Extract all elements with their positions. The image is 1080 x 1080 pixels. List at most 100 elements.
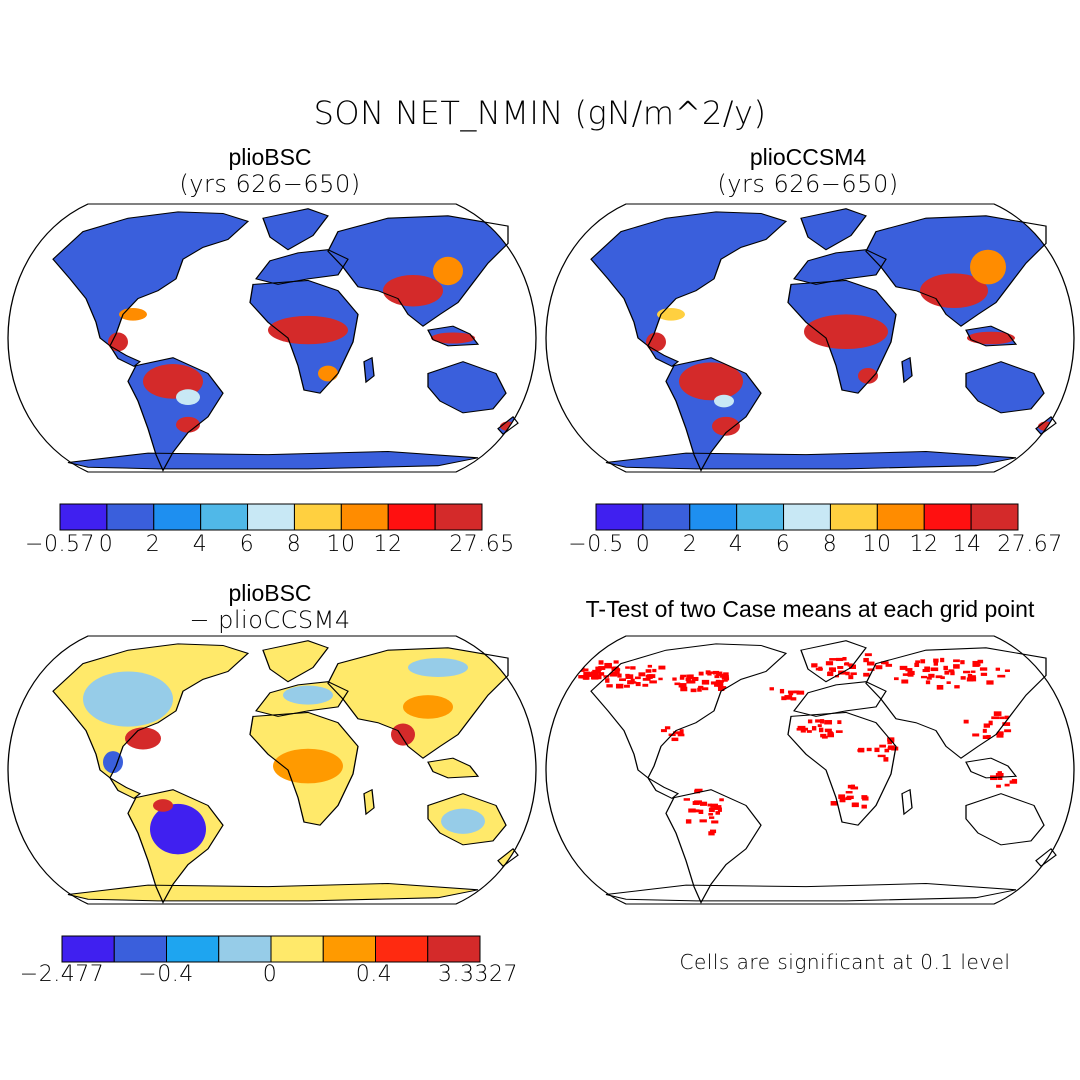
cb-a-swatch-5	[293, 503, 342, 531]
cb-a-swatch-3	[200, 503, 249, 531]
significant-cell	[821, 735, 828, 739]
significant-cell	[944, 670, 950, 675]
significant-cell	[946, 681, 951, 684]
diff-africa-orange	[273, 748, 343, 784]
significant-cell	[649, 680, 657, 684]
significant-cell	[642, 683, 649, 687]
significant-cell	[715, 811, 721, 815]
cb-a-label-0: −0.57	[25, 532, 95, 557]
significant-cell	[874, 747, 880, 753]
significant-cell	[835, 730, 843, 733]
cb-c-swatch-0	[61, 935, 115, 963]
diff-sa-blue	[150, 803, 206, 855]
significant-cell	[837, 720, 842, 725]
significant-cell	[698, 685, 704, 689]
cb-b-swatch-6	[876, 503, 925, 531]
panel-d-map	[545, 635, 1075, 905]
significant-cell	[705, 670, 711, 675]
significant-cell	[769, 687, 774, 691]
significant-cell	[846, 795, 854, 800]
significant-cell	[685, 678, 691, 681]
significant-cell	[817, 724, 822, 728]
significant-cell	[699, 819, 707, 823]
significant-cell	[598, 660, 604, 665]
significant-cell	[595, 666, 600, 672]
significant-cell	[690, 688, 697, 693]
significant-cell	[948, 669, 955, 673]
significant-cell	[811, 663, 818, 668]
significant-cell	[824, 728, 832, 733]
hotspot-se-asia	[967, 331, 1015, 345]
diff-usa-east-red	[125, 727, 161, 750]
significant-cell	[828, 732, 834, 736]
significant-cell	[671, 737, 679, 742]
significant-cell	[788, 692, 794, 696]
significant-cell	[972, 660, 980, 665]
significant-cell	[647, 664, 653, 668]
diff-europe-blue	[283, 685, 333, 705]
significant-cell	[646, 674, 653, 679]
cb-a-label-2: 2	[145, 532, 161, 557]
significant-cell	[614, 670, 620, 674]
significant-cell	[922, 669, 930, 673]
significant-cell	[664, 726, 671, 730]
significant-cell	[954, 685, 960, 689]
significant-cell	[977, 659, 984, 664]
significant-cell	[845, 671, 850, 676]
significant-cell	[914, 662, 920, 667]
significant-cell	[617, 673, 622, 678]
significant-cell	[694, 789, 701, 794]
significant-cell	[830, 801, 838, 806]
significant-cell	[866, 661, 875, 666]
significant-cell	[820, 733, 827, 738]
significant-cell	[930, 667, 939, 672]
significant-cell	[972, 663, 980, 667]
cb-b-swatch-5	[829, 503, 878, 531]
hotspot-amazon-light	[714, 394, 734, 408]
hotspot-mexico	[108, 332, 128, 352]
significant-cell	[709, 816, 715, 819]
cb-a-label-7: 12	[373, 532, 403, 557]
significant-cell	[723, 672, 729, 677]
cb-c-swatch-7	[427, 935, 481, 963]
significant-cell	[591, 676, 599, 680]
significant-cell	[707, 803, 713, 807]
significant-cell	[849, 664, 856, 670]
significant-cell	[685, 819, 692, 824]
cb-b-swatch-4	[783, 503, 831, 531]
cb-a-label-1: 0	[98, 532, 114, 557]
significant-cell	[638, 672, 646, 677]
significant-cell	[829, 658, 837, 661]
significant-cell	[940, 676, 945, 680]
panel-a-colorbar	[59, 503, 483, 531]
cb-b-label-8: 14	[952, 532, 982, 557]
cb-b-swatch-0	[595, 503, 644, 531]
significant-cell	[924, 666, 931, 670]
hotspot-se-africa	[318, 365, 338, 382]
significant-cell	[630, 678, 635, 683]
significant-cell	[630, 666, 636, 670]
significant-cell	[697, 687, 702, 692]
significant-cell	[801, 727, 809, 731]
hotspot-se-asia	[431, 332, 475, 344]
cb-a-swatch-2	[153, 503, 202, 531]
significant-cell	[996, 733, 1004, 738]
panel-c-subtitle: − plioCCSM4	[189, 606, 351, 634]
significant-cell	[988, 720, 993, 726]
hotspot-southeast-sa	[712, 416, 740, 436]
significant-cell	[993, 711, 1002, 716]
significant-cell	[818, 727, 824, 733]
hotspot-amazon	[679, 362, 743, 401]
cb-c-swatch-3	[218, 935, 272, 963]
significant-cell	[701, 687, 709, 691]
significant-cell	[672, 731, 681, 734]
significant-cell	[972, 733, 980, 737]
figure-title: SON NET_NMIN (gN/m^2/y)	[313, 94, 767, 132]
cb-a-label-5: 8	[286, 532, 302, 557]
cb-a-swatch-1	[106, 503, 155, 531]
significant-cell	[1004, 715, 1009, 720]
significant-cell	[717, 684, 724, 688]
hotspot-africa	[804, 314, 888, 350]
significant-cell	[609, 672, 618, 677]
significant-cell	[787, 690, 795, 694]
